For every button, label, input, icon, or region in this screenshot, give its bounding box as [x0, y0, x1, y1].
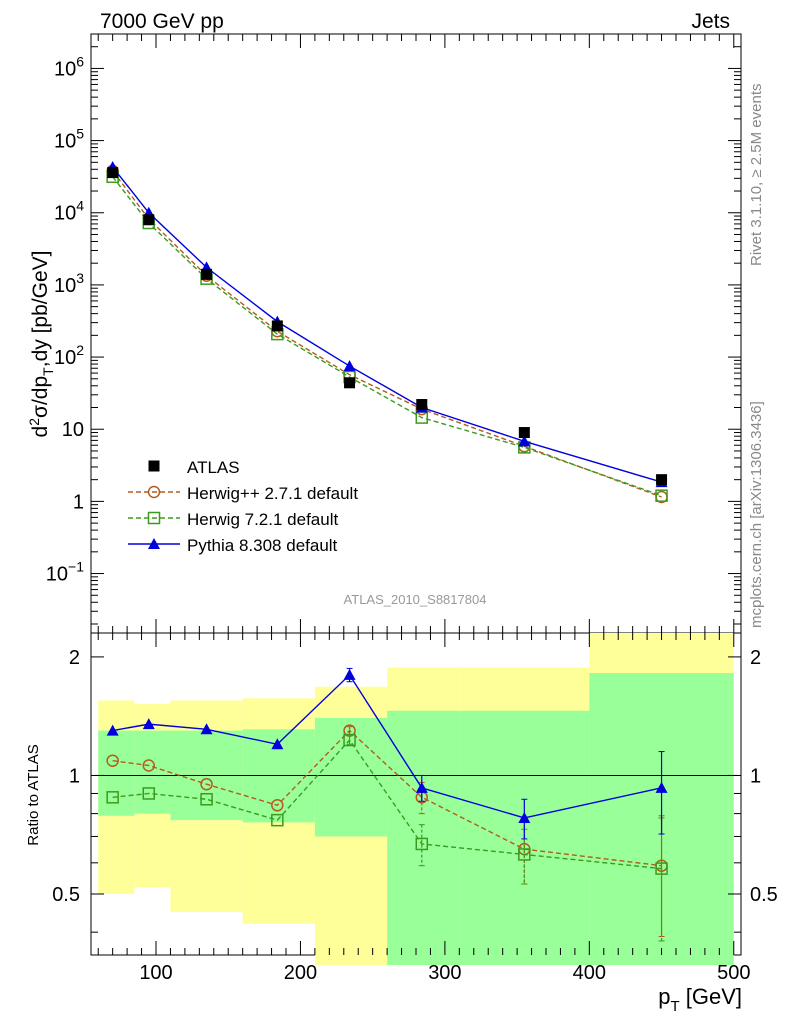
ratio-point-herwig-2-7-1-default [106, 754, 119, 767]
ratio-line-herwig-7-2-1-default [112, 738, 662, 870]
main-line-herwig-2-7-1-default [112, 170, 662, 498]
ratio-line-pythia-8-308-default [112, 673, 662, 819]
ratio-uncertainty-bands [91, 633, 741, 966]
ratio-point-herwig-2-7-1-default [200, 777, 213, 791]
main-y-tick-label: 10 [62, 419, 84, 441]
legend-label-pythia-8-308-default: Pythia 8.308 default [187, 536, 338, 555]
main-line-pythia-8-308-default [112, 166, 662, 483]
main-line-herwig-7-2-1-default [112, 176, 662, 497]
x-tick-label: 500 [717, 962, 750, 984]
legend-label-atlas: ATLAS [187, 458, 240, 477]
ratio-point-herwig-2-7-1-default [142, 759, 156, 772]
x-tick-label: 100 [139, 962, 172, 984]
ratio-point-herwig-7-2-1-default [415, 837, 429, 851]
ratio-y-tick-label: 1 [750, 765, 761, 787]
ratio-point-pythia-8-308-default [518, 811, 531, 823]
legend-marker-herwig-2-7-1-default [147, 485, 161, 499]
ratio-point-pythia-8-308-default [271, 738, 284, 750]
ratio-point-pythia-8-308-default [415, 781, 428, 793]
legend-marker-pythia-8-308-default [148, 538, 160, 549]
legend-marker-herwig-7-2-1-default [147, 511, 161, 525]
main-point-atlas [344, 377, 356, 389]
main-point-pythia-8-308-default [518, 435, 531, 447]
legend: ATLAS Herwig++ 2.7.1 default Herwig 7.2.1 … [128, 458, 358, 555]
main-point-herwig-7-2-1-default [655, 489, 668, 502]
ratio-y-tick-label: 2 [69, 647, 80, 669]
x-tick-label: 300 [428, 962, 461, 984]
main-point-pythia-8-308-default [343, 360, 356, 372]
ratio-line-herwig-2-7-1-default [112, 729, 662, 867]
ratio-y-tick-label: 0.5 [750, 884, 778, 906]
main-series [106, 161, 668, 504]
mcplots-label: mcplots.cern.ch [arXiv:1306.3436] [748, 401, 765, 628]
axes-ticks: 10−1 1 10 102 103 104 105 106 100 200 300 400 500 0.5… [46, 33, 778, 984]
main-y-tick-label: 103 [54, 270, 84, 297]
legend-label-herwig-7-2-1-default: Herwig 7.2.1 default [187, 510, 338, 529]
ratio-y-axis-label: Ratio to ATLAS [25, 744, 42, 845]
analysis-label: ATLAS_2010_S8817804 [344, 592, 487, 607]
main-y-tick-label: 102 [54, 342, 84, 369]
ratio-band-inner [134, 730, 171, 814]
ratio-point-herwig-7-2-1-default [655, 862, 668, 875]
main-point-atlas [201, 268, 213, 280]
ratio-point-herwig-7-2-1-default [518, 848, 531, 861]
x-tick-label: 200 [284, 962, 317, 984]
x-axis-label: pT [GeV] [658, 984, 742, 1015]
ratio-point-pythia-8-308-default [200, 723, 213, 735]
ratio-point-pythia-8-308-default [343, 668, 356, 680]
ratio-point-herwig-7-2-1-default [200, 793, 213, 806]
main-y-tick-label: 106 [54, 53, 84, 80]
ratio-point-herwig-7-2-1-default [106, 791, 119, 804]
main-point-atlas [656, 474, 668, 486]
main-y-tick-label: 104 [54, 198, 84, 225]
main-point-atlas [416, 399, 428, 411]
ratio-point-herwig-7-2-1-default [271, 813, 284, 827]
process-label: Jets [691, 10, 730, 33]
main-point-atlas [107, 167, 119, 179]
legend-label-herwig-2-7-1-default: Herwig++ 2.7.1 default [187, 484, 358, 503]
legend-marker-atlas [148, 460, 160, 472]
x-tick-label: 400 [573, 962, 606, 984]
main-y-tick-label: 105 [54, 126, 84, 153]
main-point-atlas [518, 427, 530, 439]
main-y-axis-label: d2σ/dpT,dy [pb/GeV] [26, 251, 56, 438]
main-y-tick-label: 1 [73, 491, 84, 513]
energy-label: 7000 GeV pp [100, 10, 224, 33]
ratio-point-herwig-7-2-1-default [142, 787, 156, 800]
ratio-point-pythia-8-308-default [106, 724, 119, 736]
main-y-tick-label: 10−1 [46, 559, 84, 586]
ratio-point-herwig-7-2-1-default [343, 733, 356, 747]
ratio-y-tick-label: 2 [750, 647, 761, 669]
ratio-point-herwig-2-7-1-default [271, 799, 284, 812]
ratio-series [106, 667, 668, 942]
main-point-atlas [271, 320, 283, 332]
ratio-point-pythia-8-308-default [655, 781, 668, 793]
ratio-point-pythia-8-308-default [142, 718, 155, 730]
rivet-version-label: Rivet 3.1.10, ≥ 2.5M events [748, 84, 765, 267]
ratio-y-tick-label: 0.5 [52, 884, 80, 906]
ratio-y-tick-label: 1 [69, 765, 80, 787]
main-point-atlas [143, 214, 155, 226]
ratio-band-inner [98, 730, 135, 816]
